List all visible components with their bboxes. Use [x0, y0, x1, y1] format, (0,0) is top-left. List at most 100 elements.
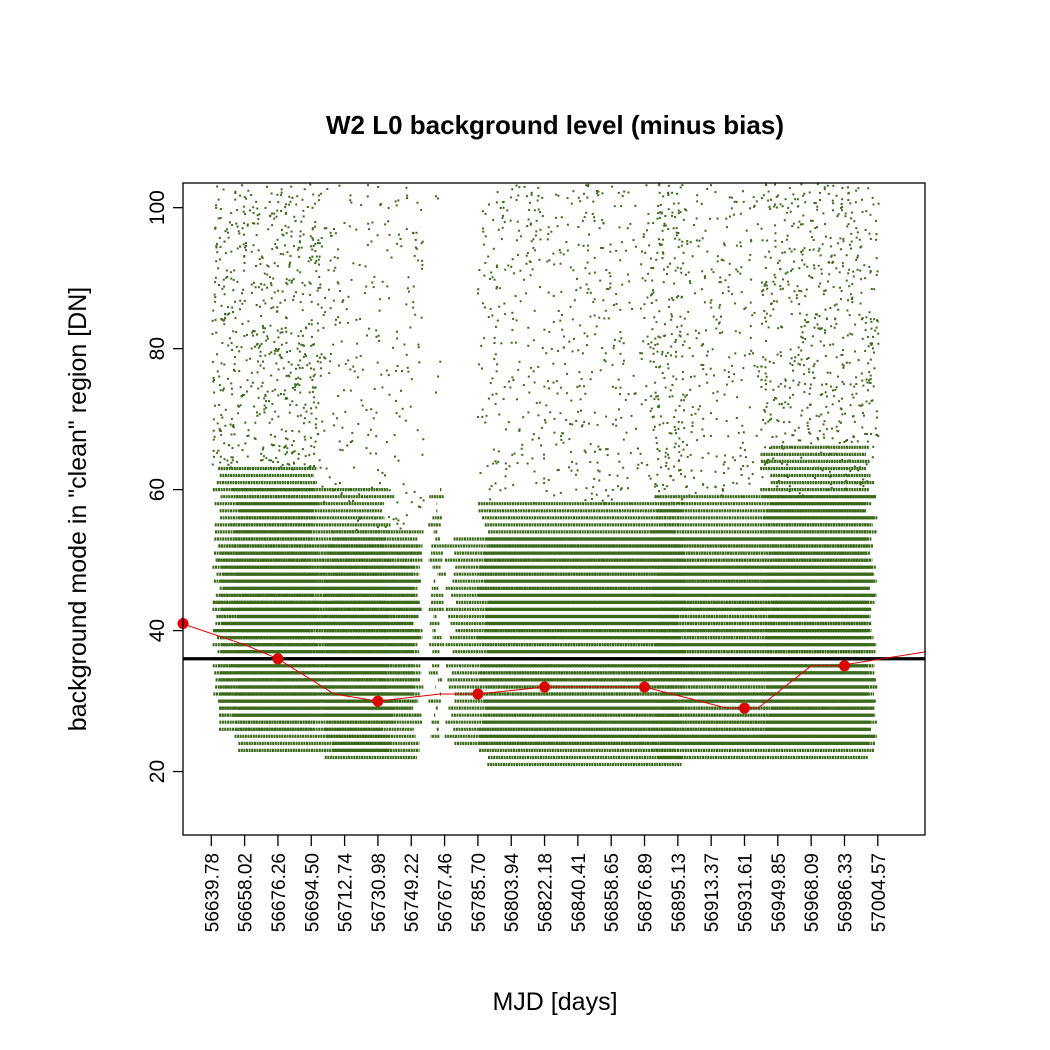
scatter-point — [491, 377, 494, 380]
scatter-point — [254, 421, 257, 424]
scatter-point — [823, 289, 826, 292]
scatter-point — [679, 468, 682, 471]
scatter-point — [256, 333, 258, 336]
scatter-point — [608, 474, 611, 476]
scatter-point — [804, 201, 807, 204]
scatter-point — [529, 201, 531, 204]
scatter-point — [285, 430, 287, 433]
scatter-point — [861, 426, 864, 429]
scatter-point — [822, 433, 825, 436]
scatter-point — [861, 198, 863, 201]
scatter-point — [481, 302, 484, 305]
scatter-point — [675, 355, 678, 358]
scatter-point — [562, 253, 565, 256]
scatter-point — [422, 438, 425, 441]
y-tick-label: 100 — [146, 190, 169, 225]
scatter-point — [792, 434, 795, 437]
scatter-point — [626, 477, 629, 480]
scatter-point — [714, 470, 717, 473]
scatter-point — [869, 271, 872, 274]
scatter-point — [816, 183, 819, 186]
scatter-point — [814, 317, 816, 320]
scatter-point — [800, 456, 803, 459]
scatter-point — [607, 494, 610, 497]
scatter-point — [342, 389, 345, 392]
scatter-point — [679, 335, 682, 338]
scatter-point — [662, 195, 665, 198]
scatter-point — [806, 421, 809, 424]
scatter-point — [733, 373, 736, 376]
scatter-point — [710, 412, 712, 415]
scatter-point — [519, 300, 522, 303]
scatter-point — [294, 385, 297, 388]
scatter-point — [871, 456, 874, 459]
scatter-point — [309, 245, 312, 248]
scatter-point — [655, 495, 658, 498]
scatter-point — [873, 288, 876, 291]
scatter-point — [273, 352, 276, 355]
scatter-point — [818, 315, 821, 318]
scatter-point — [710, 184, 712, 187]
scatter-point — [299, 235, 302, 238]
scatter-point — [529, 366, 532, 369]
scatter-point — [683, 475, 686, 478]
scatter-point — [336, 281, 339, 284]
scatter-point — [351, 440, 354, 443]
scatter-point — [797, 205, 799, 208]
scatter-point — [776, 262, 779, 264]
scatter-point — [593, 220, 596, 222]
x-tick-label: 56803.94 — [502, 853, 523, 933]
scatter-point — [678, 404, 681, 407]
scatter-point — [675, 296, 678, 299]
scatter-point — [254, 286, 257, 289]
x-axis: 56639.78 56658.02 56676.26 56694.50 56712.74… — [202, 835, 890, 932]
scatter-point — [309, 293, 312, 296]
scatter-point — [618, 408, 620, 411]
scatter-point — [515, 319, 518, 322]
scatter-point — [300, 343, 303, 346]
scatter-point — [539, 238, 542, 241]
scatter-point — [218, 428, 221, 431]
scatter-point — [814, 313, 817, 316]
scatter-point — [700, 202, 703, 205]
scatter-point — [856, 254, 859, 257]
scatter-point — [577, 243, 580, 246]
scatter-point — [869, 270, 872, 272]
scatter-point — [590, 492, 593, 495]
scatter-point — [789, 210, 792, 213]
scatter-point — [223, 293, 226, 296]
scatter-point — [739, 245, 742, 248]
scatter-point — [750, 278, 753, 281]
scatter-point — [493, 278, 496, 281]
scatter-point — [260, 385, 263, 388]
scatter-point — [243, 262, 246, 264]
scatter-point — [299, 391, 302, 394]
scatter-point — [684, 395, 687, 398]
scatter-point — [808, 371, 811, 374]
scatter-point — [841, 413, 844, 416]
scatter-point — [252, 244, 255, 247]
scatter-point — [822, 423, 825, 426]
scatter-point — [280, 467, 283, 470]
scatter-point — [841, 363, 844, 366]
scatter-point — [720, 494, 723, 497]
scatter-point — [869, 382, 872, 384]
scatter-point — [293, 388, 296, 391]
scatter-point — [242, 288, 244, 291]
scatter-point — [765, 320, 768, 323]
scatter-point — [724, 279, 727, 282]
scatter-point — [714, 486, 717, 489]
scatter-point — [813, 326, 816, 329]
scatter-point — [847, 272, 850, 275]
scatter-point — [547, 479, 550, 481]
scatter-point — [560, 216, 563, 219]
scatter-point — [847, 191, 850, 194]
scatter-point — [813, 377, 816, 379]
scatter-point — [352, 466, 355, 469]
scatter-point — [378, 309, 381, 312]
scatter-point — [550, 230, 553, 233]
scatter-point — [768, 360, 771, 363]
scatter-point — [779, 203, 782, 206]
scatter-point — [721, 488, 724, 490]
scatter-point — [620, 337, 623, 340]
